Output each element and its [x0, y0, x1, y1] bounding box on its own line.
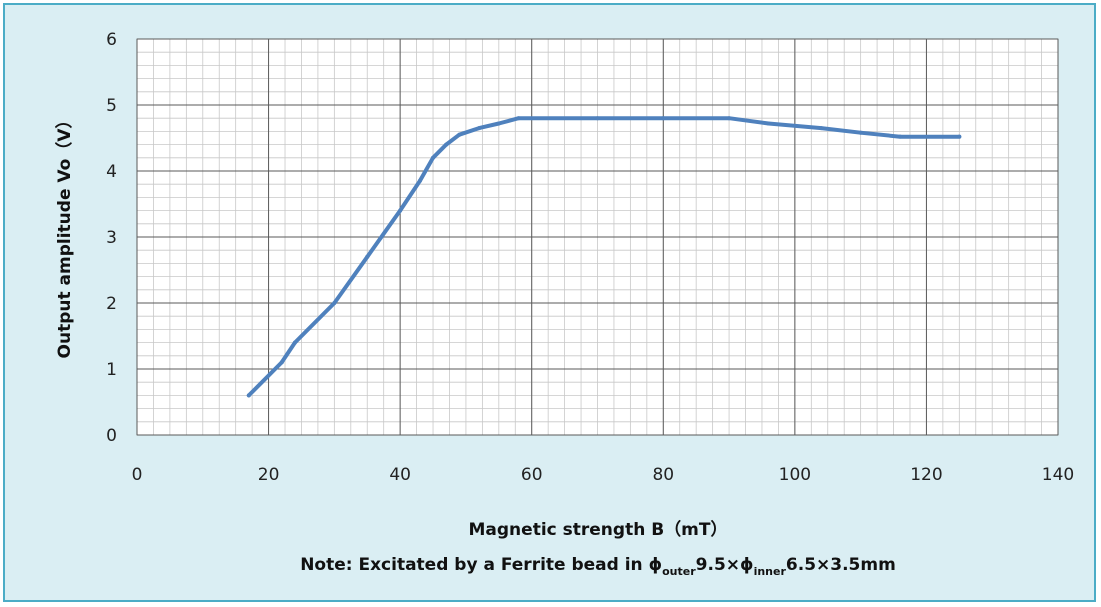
data-point [516, 116, 521, 121]
data-point [858, 130, 863, 135]
x-tick-labels: 0 20 40 60 80 100 120 140 [132, 465, 1075, 485]
data-point [398, 208, 403, 213]
x-tick-label: 140 [1042, 465, 1074, 485]
data-point [279, 360, 284, 365]
data-point [595, 116, 600, 121]
data-point [477, 126, 482, 131]
x-tick-label: 120 [910, 465, 942, 485]
y-axis-label: Output amplitude Vo（V） [54, 112, 75, 359]
x-tick-label: 80 [652, 465, 674, 485]
note-sub-inner: inner [754, 565, 787, 578]
x-tick-label: 0 [132, 465, 143, 485]
note-prefix: Note: Excitated by a Ferrite bead in ϕ [300, 555, 662, 575]
data-point [246, 393, 251, 398]
y-tick-label: 1 [106, 360, 117, 380]
y-tick-labels: 0 1 2 3 4 5 6 [106, 30, 117, 446]
y-tick-label: 6 [106, 30, 117, 50]
note-suffix: 6.5×3.5mm [786, 555, 896, 575]
note-sub-outer: outer [662, 565, 696, 578]
data-point [332, 301, 337, 305]
data-point [417, 178, 422, 183]
y-tick-label: 2 [106, 294, 117, 314]
data-points [246, 116, 962, 398]
y-tick-label: 5 [106, 96, 117, 116]
grid-lines [136, 38, 1059, 436]
x-tick-label: 60 [521, 465, 543, 485]
x-tick-label: 20 [258, 465, 280, 485]
y-tick-label: 3 [106, 228, 117, 248]
note-mid: 9.5×ϕ [696, 555, 754, 575]
data-point [457, 132, 462, 137]
data-point [957, 134, 962, 139]
y-tick-label: 4 [106, 162, 117, 182]
data-point [727, 116, 732, 121]
data-point [444, 142, 449, 147]
data-point [431, 155, 436, 160]
x-tick-label: 40 [389, 465, 411, 485]
data-point [898, 134, 903, 139]
x-tick-label: 100 [779, 465, 811, 485]
data-point [496, 121, 501, 126]
x-axis-label: Magnetic strength B（mT） [469, 519, 728, 540]
data-point [819, 126, 824, 131]
data-point [661, 116, 666, 121]
data-point [365, 254, 370, 259]
y-tick-label: 0 [106, 426, 117, 446]
data-point [292, 340, 297, 345]
chart-note: Note: Excitated by a Ferrite bead in ϕou… [300, 555, 896, 578]
data-point [766, 121, 771, 126]
